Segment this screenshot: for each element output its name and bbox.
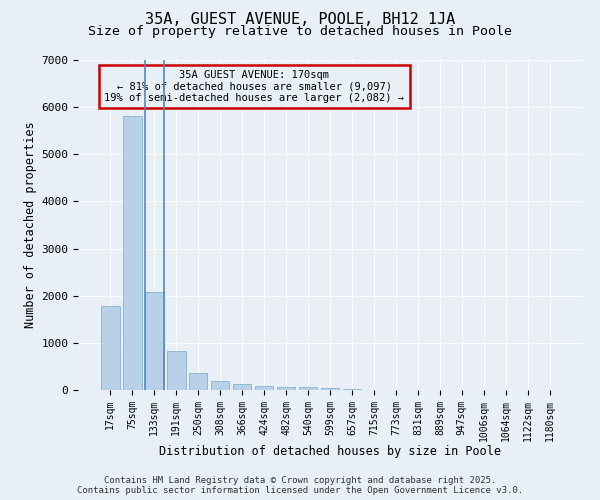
Text: Contains HM Land Registry data © Crown copyright and database right 2025.
Contai: Contains HM Land Registry data © Crown c… bbox=[77, 476, 523, 495]
X-axis label: Distribution of detached houses by size in Poole: Distribution of detached houses by size … bbox=[159, 445, 501, 458]
Text: 35A GUEST AVENUE: 170sqm
← 81% of detached houses are smaller (9,097)
19% of sem: 35A GUEST AVENUE: 170sqm ← 81% of detach… bbox=[104, 70, 404, 103]
Text: Size of property relative to detached houses in Poole: Size of property relative to detached ho… bbox=[88, 25, 512, 38]
Bar bbox=[233, 384, 251, 390]
Bar bbox=[320, 388, 340, 390]
Bar bbox=[211, 380, 229, 390]
Bar bbox=[277, 386, 295, 390]
Bar bbox=[299, 388, 317, 390]
Bar bbox=[145, 292, 164, 390]
Text: 35A, GUEST AVENUE, POOLE, BH12 1JA: 35A, GUEST AVENUE, POOLE, BH12 1JA bbox=[145, 12, 455, 28]
Bar bbox=[101, 306, 119, 390]
Bar bbox=[167, 352, 185, 390]
Bar bbox=[255, 386, 274, 390]
Bar bbox=[189, 373, 208, 390]
Y-axis label: Number of detached properties: Number of detached properties bbox=[24, 122, 37, 328]
Bar bbox=[123, 116, 142, 390]
Bar bbox=[343, 389, 361, 390]
